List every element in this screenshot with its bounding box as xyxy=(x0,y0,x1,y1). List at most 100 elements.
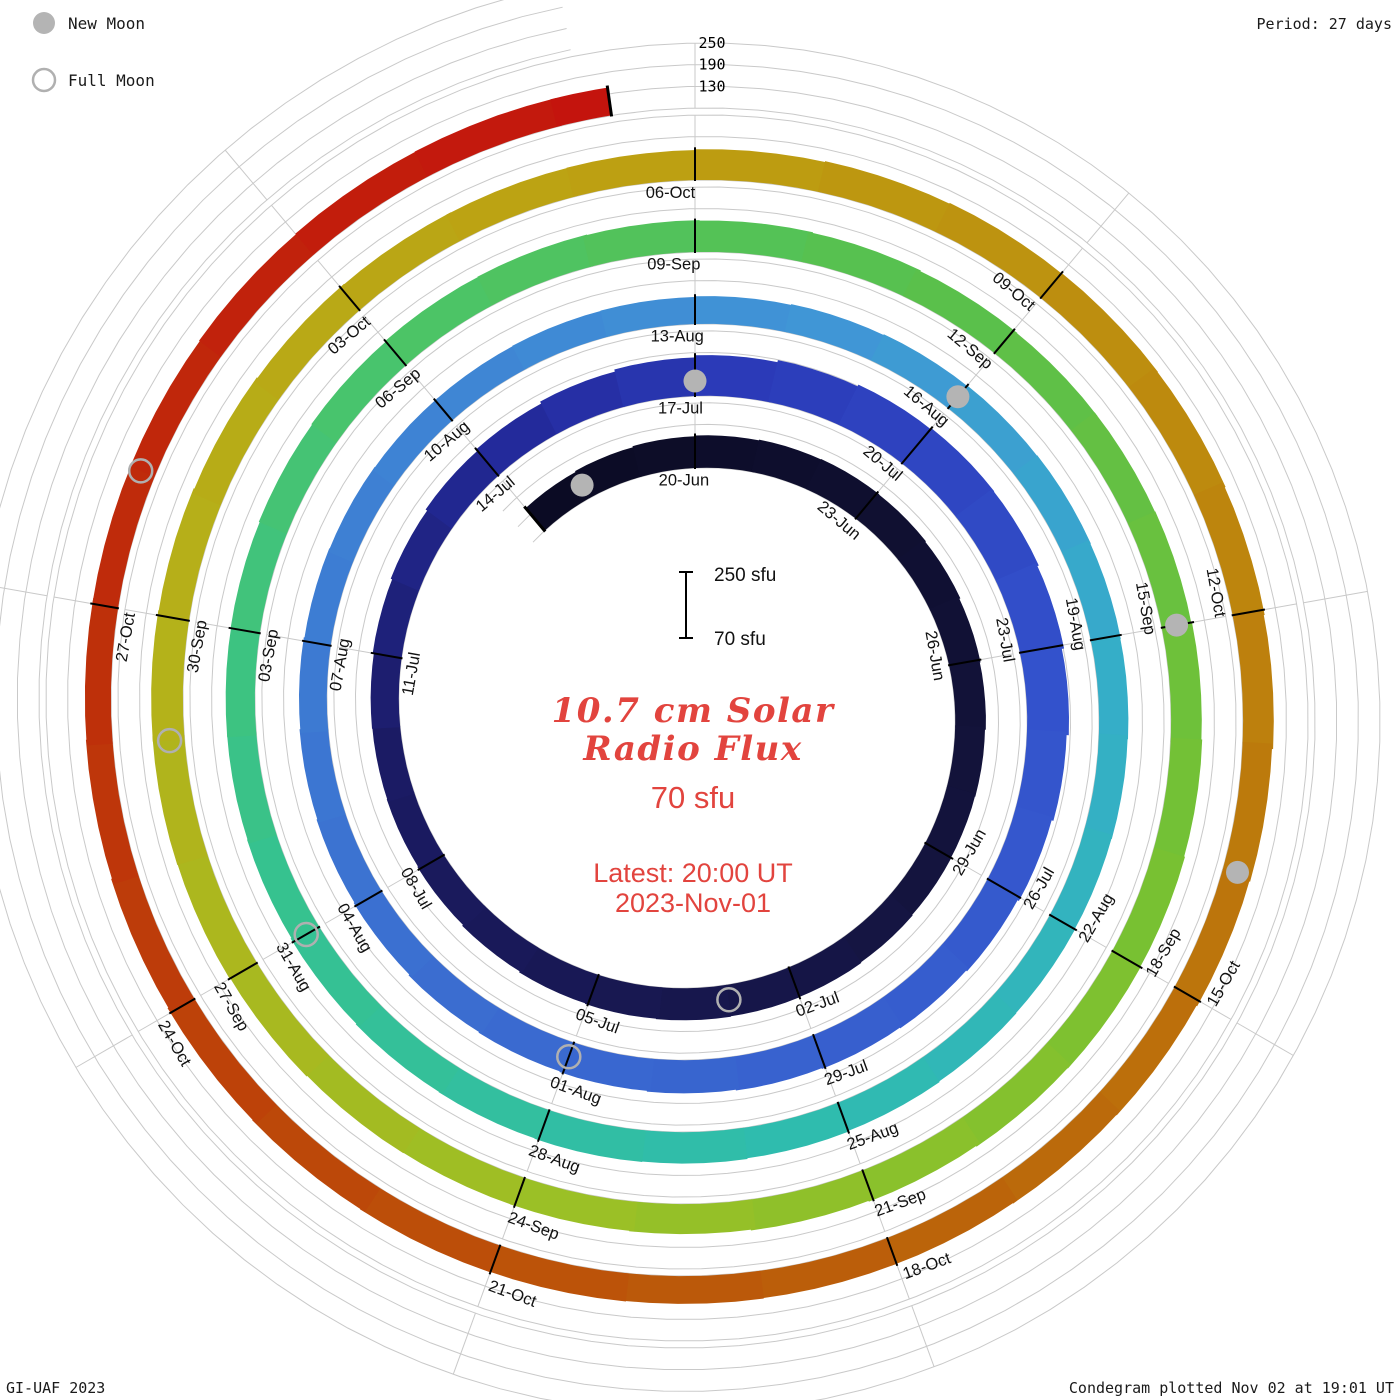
flux-segment xyxy=(998,1092,1121,1204)
segment-boundary-tick xyxy=(1048,913,1078,932)
flux-segment xyxy=(550,87,612,127)
date-label: 06-Oct xyxy=(646,184,696,202)
segment-boundary-tick xyxy=(370,651,403,660)
flux-segment xyxy=(810,996,903,1069)
new-moon-marker xyxy=(570,473,594,497)
grid-radial-tick xyxy=(911,1305,935,1367)
latest-time-label: Latest: 20:00 UT xyxy=(593,858,793,888)
segment-boundary-tick xyxy=(1089,633,1122,642)
flux-segment xyxy=(485,1243,630,1302)
flux-segment xyxy=(1128,367,1226,500)
segment-boundary-tick xyxy=(338,285,361,312)
flux-segment xyxy=(768,360,861,426)
flux-segment xyxy=(755,1238,897,1299)
new-moon-icon xyxy=(33,12,55,34)
segment-boundary-tick xyxy=(1231,608,1266,617)
flux-spiral-layer xyxy=(85,87,1274,1304)
segment-boundary-tick xyxy=(861,1169,875,1202)
flux-segment xyxy=(1161,622,1202,745)
flux-segment xyxy=(152,735,208,865)
flux-segment xyxy=(920,993,1017,1084)
flux-segment xyxy=(784,304,887,362)
flux-segment xyxy=(519,946,599,1005)
date-label-group: 06-Oct xyxy=(646,184,696,202)
flux-segment xyxy=(959,1042,1071,1147)
flux-segment xyxy=(417,852,486,927)
title-line-1: 10.7 cm Solar xyxy=(552,691,835,731)
flux-segment xyxy=(509,1176,638,1232)
legend-new-moon-label: New Moon xyxy=(68,14,145,33)
flux-segment xyxy=(247,831,320,942)
flux-segment xyxy=(176,851,257,979)
flux-segment xyxy=(986,806,1053,901)
flux-segment xyxy=(540,370,626,435)
segment-boundary-tick xyxy=(228,626,261,635)
flux-segment xyxy=(1084,733,1128,839)
segment-boundary-tick xyxy=(155,613,190,622)
flux-segment xyxy=(1044,951,1141,1069)
full-moon-marker xyxy=(127,458,154,484)
segment-boundary-tick xyxy=(168,997,196,1015)
flux-segment xyxy=(695,296,795,333)
flux-segment xyxy=(842,894,913,964)
flux-segment xyxy=(167,994,277,1124)
flux-segment xyxy=(390,508,454,591)
segment-boundary-tick xyxy=(947,658,982,667)
flux-segment xyxy=(614,357,699,408)
flux-segment xyxy=(888,843,952,917)
flux-segment xyxy=(372,724,415,802)
flux-segment xyxy=(992,915,1076,1017)
flux-segment xyxy=(695,220,813,263)
flux-segment xyxy=(399,1125,525,1206)
segment-boundary-tick xyxy=(1039,270,1064,300)
flux-segment xyxy=(254,283,364,400)
flux-segment xyxy=(252,1101,381,1212)
flux-segment xyxy=(299,637,332,733)
flux-segment xyxy=(512,310,610,370)
flux-segment xyxy=(995,562,1065,656)
flux-segment xyxy=(740,1102,849,1159)
segment-boundary-tick xyxy=(986,877,1022,900)
credit-left: GI-UAF 2023 xyxy=(6,1379,105,1397)
flux-segment xyxy=(806,459,880,520)
flux-segment xyxy=(353,888,434,978)
current-flux-value: 70 sfu xyxy=(651,780,735,815)
flux-segment xyxy=(695,355,781,403)
date-label-group: 09-Sep xyxy=(647,256,700,274)
new-moon-marker xyxy=(946,385,970,409)
flux-segment xyxy=(340,212,464,311)
flux-segment xyxy=(855,493,926,561)
flux-segment xyxy=(881,943,969,1029)
flux-segment xyxy=(311,338,409,443)
segment-boundary-tick xyxy=(227,961,259,981)
segment-boundary-tick xyxy=(474,447,500,478)
flux-segment xyxy=(85,598,119,746)
flux-segment xyxy=(1110,847,1185,972)
flux-segment xyxy=(1061,540,1121,644)
flux-segment xyxy=(1015,729,1067,821)
flux-segment xyxy=(446,166,579,242)
flux-segment xyxy=(929,596,981,668)
flux-segment xyxy=(92,461,157,609)
flux-segment xyxy=(638,1127,748,1164)
date-label: 20-Jun xyxy=(659,472,709,490)
flux-segment xyxy=(385,275,496,366)
flux-segment xyxy=(372,397,455,486)
flux-scale-bar: 250 sfu 70 sfu xyxy=(679,565,776,650)
flux-segment xyxy=(1070,412,1157,528)
full-moon-marker xyxy=(556,1043,582,1070)
flux-segment xyxy=(328,466,396,563)
flux-segment xyxy=(157,488,223,621)
credit-right: Condegram plotted Nov 02 at 19:01 UT xyxy=(1069,1379,1394,1397)
grid-radial-tick xyxy=(1303,590,1368,604)
flux-segment xyxy=(655,984,731,1021)
new-moon-marker xyxy=(683,369,707,393)
flux-segment xyxy=(1090,635,1129,740)
flux-segment xyxy=(1172,868,1251,1007)
flux-segment xyxy=(435,344,528,421)
segment-boundary-tick xyxy=(301,639,332,647)
segment-boundary-tick xyxy=(924,841,954,860)
flux-segment xyxy=(620,1270,764,1304)
